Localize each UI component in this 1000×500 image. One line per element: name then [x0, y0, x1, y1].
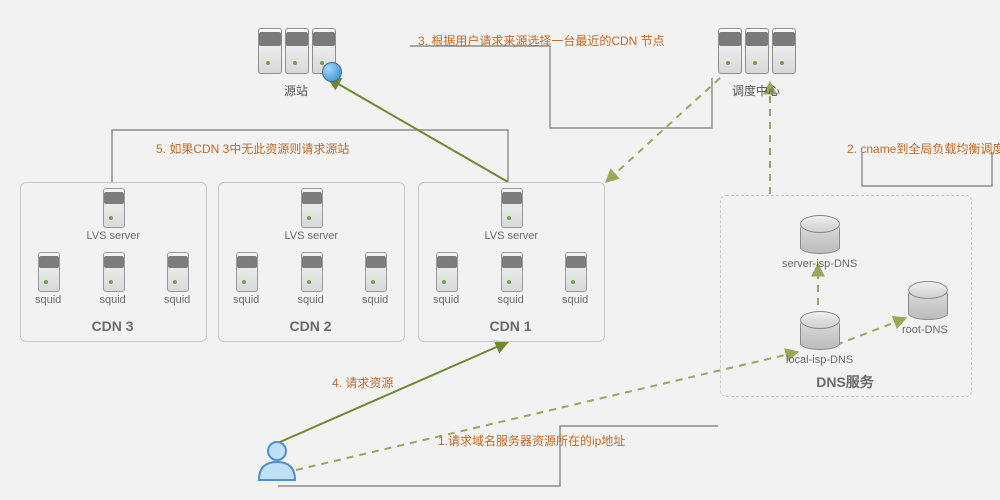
- squid-server-icon: [38, 252, 60, 292]
- lvs-label: LVS server: [485, 230, 539, 242]
- squid-label: squid: [498, 294, 524, 306]
- squid-label: squid: [298, 294, 324, 306]
- squid-server-icon: [565, 252, 587, 292]
- dispatch-servers: [718, 28, 796, 74]
- user-icon: [255, 438, 299, 482]
- db-server-isp: [800, 222, 838, 260]
- squid-label: squid: [233, 294, 259, 306]
- squid-server-icon: [501, 252, 523, 292]
- lvs-label: LVS server: [285, 230, 339, 242]
- dispatch-label: 调度中心: [732, 82, 780, 99]
- lvs-server-icon: [301, 188, 323, 228]
- annotation-3: 3. 根据用户请求来源选择一台最近的CDN 节点: [418, 32, 665, 49]
- db-root: [908, 288, 946, 326]
- db-local-isp: [800, 318, 838, 356]
- root-dns-label: root-DNS: [902, 324, 948, 336]
- globe-icon: [322, 62, 342, 82]
- cdn-title: CDN 1: [418, 318, 603, 334]
- edge-user-to-cdn1: [280, 342, 508, 442]
- squid-server-icon: [301, 252, 323, 292]
- squid-server-icon: [103, 252, 125, 292]
- squid-server-icon: [167, 252, 189, 292]
- annotation-2: 2. cname到全局负载均衡调度中心: [847, 140, 1000, 157]
- cdn-title: CDN 2: [218, 318, 403, 334]
- origin-label: 源站: [284, 82, 308, 99]
- squid-label: squid: [100, 294, 126, 306]
- squid-server-icon: [436, 252, 458, 292]
- squid-label: squid: [433, 294, 459, 306]
- annotation-5: 5. 如果CDN 3中无此资源则请求源站: [156, 140, 349, 157]
- edge-a2-line: [862, 152, 992, 186]
- edge-a3-line: [410, 46, 712, 128]
- squid-server-icon: [236, 252, 258, 292]
- lvs-server-icon: [501, 188, 523, 228]
- squid-label: squid: [362, 294, 388, 306]
- lvs-label: LVS server: [87, 230, 141, 242]
- dns-title: DNS服务: [720, 372, 970, 392]
- cdn-title: CDN 3: [20, 318, 205, 334]
- squid-label: squid: [562, 294, 588, 306]
- edge-dispatch-to-cdn1: [606, 78, 720, 182]
- local-isp-label: local-isp-DNS: [786, 354, 853, 366]
- squid-server-icon: [365, 252, 387, 292]
- squid-label: squid: [164, 294, 190, 306]
- server-isp-label: server-isp-DNS: [782, 258, 857, 270]
- edge-cdn-to-origin: [328, 78, 508, 182]
- annotation-4: 4. 请求资源: [332, 374, 393, 391]
- annotation-1: 1.请求域名服务器资源所在的ip地址: [438, 432, 625, 449]
- squid-label: squid: [35, 294, 61, 306]
- lvs-server-icon: [103, 188, 125, 228]
